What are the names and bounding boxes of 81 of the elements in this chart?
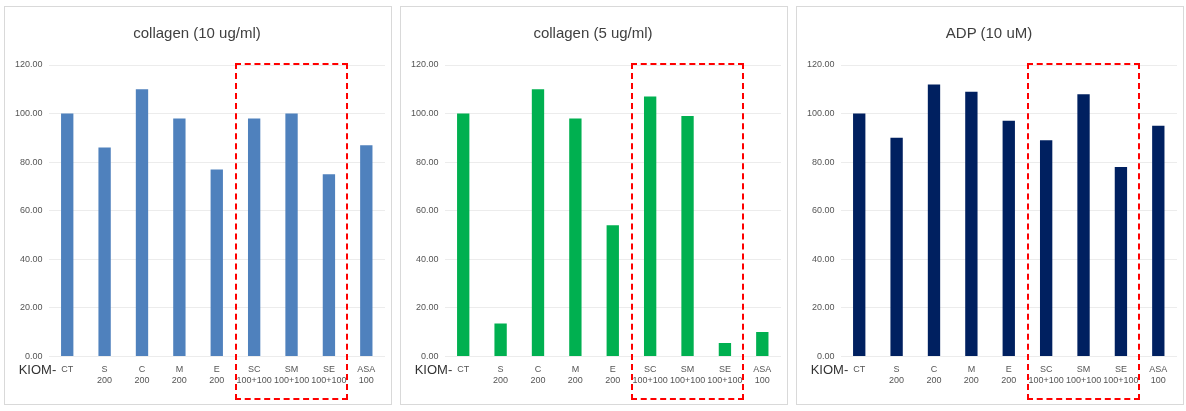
bar (681, 116, 694, 356)
bar (853, 113, 866, 356)
bar (457, 113, 470, 356)
x-tick-label: SE 100+100 (1103, 364, 1139, 386)
bar (569, 118, 582, 356)
y-tick-label: 80.00 (812, 156, 835, 167)
bar (210, 169, 223, 356)
y-tick-label: 60.00 (416, 205, 439, 216)
x-tick-label: E 200 (605, 364, 621, 386)
bar (247, 118, 261, 356)
bar (890, 137, 903, 356)
y-tick-label: 100.00 (807, 108, 835, 119)
x-tick-label: C 200 (134, 364, 150, 386)
y-tick-label: 20.00 (416, 302, 439, 313)
x-axis-title: KIOM- (414, 362, 453, 378)
x-tick-label: M 200 (963, 364, 979, 386)
x-tick-label: SC 100+100 (236, 364, 272, 386)
x-tick-label: SC 100+100 (632, 364, 668, 386)
x-axis-title: KIOM- (810, 362, 849, 378)
x-tick-label: E 200 (1001, 364, 1017, 386)
bar (1114, 166, 1128, 356)
x-tick-label: C 200 (530, 364, 546, 386)
bar (531, 89, 545, 356)
x-tick-label: S 200 (493, 364, 509, 386)
y-tick-label: 60.00 (812, 205, 835, 216)
chart-title: ADP (10 uM) (945, 24, 1033, 42)
y-tick-label: 120.00 (411, 59, 439, 70)
x-tick-label: CT (61, 364, 74, 375)
x-tick-label: M 200 (567, 364, 583, 386)
bar (1077, 94, 1090, 356)
bar (756, 332, 769, 356)
x-tick-label: CT (457, 364, 470, 375)
chart-title: collagen (10 ug/ml) (133, 24, 261, 42)
y-tick-label: 100.00 (411, 108, 439, 119)
x-tick-label: E 200 (209, 364, 225, 386)
bar (322, 174, 336, 356)
y-tick-label: 0.00 (421, 350, 439, 361)
y-tick-label: 80.00 (416, 156, 439, 167)
y-tick-label: 80.00 (20, 156, 43, 167)
bar (173, 118, 186, 356)
x-tick-label: C 200 (926, 364, 942, 386)
x-tick-label: SE 100+100 (707, 364, 743, 386)
x-axis-title: KIOM- (18, 362, 57, 378)
x-tick-label: SE 100+100 (311, 364, 347, 386)
x-tick-label: ASA 100 (357, 364, 376, 386)
bar (98, 147, 111, 356)
bar (494, 323, 507, 356)
y-tick-label: 0.00 (817, 350, 835, 361)
bar (1039, 140, 1053, 356)
x-tick-label: SM 100+100 (669, 364, 706, 386)
y-tick-label: 60.00 (20, 205, 43, 216)
x-tick-label: S 200 (889, 364, 905, 386)
bar (285, 113, 298, 356)
y-tick-label: 40.00 (20, 253, 43, 264)
chart-title: collagen (5 ug/ml) (533, 24, 653, 42)
x-tick-label: SM 100+100 (273, 364, 310, 386)
bar (135, 89, 149, 356)
bar (1002, 120, 1015, 356)
bar (718, 343, 732, 356)
y-tick-label: 120.00 (807, 59, 835, 70)
x-tick-label: ASA 100 (1149, 364, 1168, 386)
x-tick-label: ASA 100 (753, 364, 772, 386)
x-tick-label: CT (853, 364, 866, 375)
y-tick-label: 0.00 (25, 350, 43, 361)
bar (360, 145, 373, 356)
bar (1152, 125, 1165, 356)
bar (965, 91, 978, 356)
bar (927, 84, 941, 356)
bar (61, 113, 74, 356)
y-tick-label: 40.00 (416, 253, 439, 264)
y-tick-label: 20.00 (812, 302, 835, 313)
y-tick-label: 20.00 (20, 302, 43, 313)
y-tick-label: 100.00 (15, 108, 43, 119)
y-tick-label: 120.00 (15, 59, 43, 70)
x-tick-label: SM 100+100 (1065, 364, 1102, 386)
y-tick-label: 40.00 (812, 253, 835, 264)
x-tick-label: S 200 (97, 364, 113, 386)
x-tick-label: M 200 (171, 364, 187, 386)
bar (606, 225, 619, 356)
bar (643, 96, 657, 356)
x-tick-label: SC 100+100 (1028, 364, 1064, 386)
